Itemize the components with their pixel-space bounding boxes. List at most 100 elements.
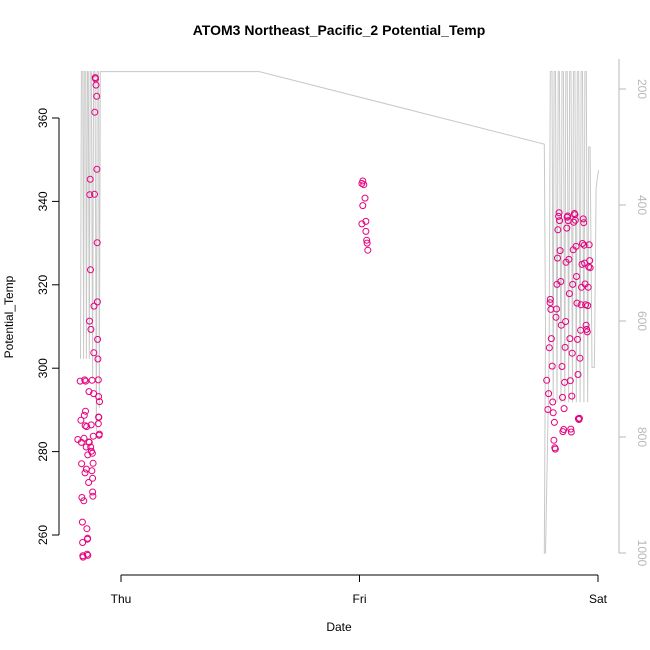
data-point (90, 349, 98, 357)
data-point (579, 240, 586, 247)
data-point (562, 318, 570, 325)
data-point (586, 257, 594, 265)
right-tick-label: 1000 (635, 540, 649, 567)
data-point (556, 217, 564, 225)
pressure-line (80, 71, 599, 554)
plot-area: 260 280 300 320 340 360 Thu Fri Sat 200 400 600 800 1… (36, 59, 649, 606)
data-point (87, 325, 95, 333)
data-point (93, 92, 101, 100)
data-point (566, 377, 574, 385)
data-point (580, 241, 588, 249)
data-point (361, 194, 369, 202)
data-point (81, 422, 89, 430)
data-point (93, 239, 101, 247)
data-point (567, 425, 575, 433)
right-tick-label: 600 (635, 311, 649, 331)
data-point (585, 241, 593, 249)
data-point (550, 436, 558, 444)
data-point (81, 469, 89, 477)
data-point (559, 393, 566, 401)
data-point (548, 362, 556, 370)
data-point (565, 255, 573, 263)
data-point (543, 376, 551, 384)
data-point (78, 518, 86, 526)
data-point (79, 539, 87, 546)
data-point (80, 497, 88, 505)
data-point (546, 299, 554, 307)
data-point (584, 302, 592, 310)
data-point (552, 313, 560, 321)
data-point (96, 398, 103, 406)
x-tick-label: Thu (111, 592, 132, 606)
data-point (571, 216, 579, 224)
data-point (558, 363, 566, 370)
data-point (85, 388, 93, 396)
data-point (565, 290, 573, 298)
data-point (89, 488, 97, 496)
data-point (584, 283, 592, 291)
data-point (78, 460, 86, 468)
data-point (586, 264, 594, 272)
data-point (576, 354, 584, 362)
data-point (582, 321, 590, 329)
data-point (89, 432, 97, 440)
data-point (362, 227, 370, 235)
data-point (85, 438, 93, 446)
data-point (77, 416, 85, 424)
data-point (87, 443, 95, 451)
data-point (94, 376, 102, 384)
data-point (364, 246, 372, 254)
data-point (572, 242, 580, 250)
data-point (363, 236, 371, 244)
data-point (85, 479, 93, 486)
data-point (87, 266, 94, 274)
data-point (554, 254, 561, 262)
data-point (94, 355, 102, 363)
data-point (89, 459, 97, 467)
data-point (580, 219, 588, 227)
data-point (546, 295, 554, 303)
data-point (91, 190, 98, 198)
chart-title: ATOM3 Northeast_Pacific_2 Potential_Temp (193, 22, 486, 38)
data-point (90, 390, 98, 398)
data-point (570, 218, 578, 226)
right-tick-label: 400 (635, 195, 649, 215)
data-point (95, 430, 103, 438)
y-axis-label: Potential_Temp (2, 275, 16, 358)
data-point (84, 451, 92, 459)
data-point (568, 349, 576, 357)
data-point (362, 217, 370, 225)
data-point (83, 550, 91, 558)
data-point (549, 398, 557, 406)
data-point (74, 436, 82, 443)
data-point (560, 426, 568, 433)
data-point (81, 376, 89, 384)
data-point (575, 414, 583, 422)
data-point (89, 474, 97, 482)
data-point (563, 224, 571, 232)
data-point (579, 215, 587, 223)
data-point (363, 239, 371, 247)
x-tick-label: Sat (589, 592, 608, 606)
data-point (93, 298, 101, 306)
data-point (560, 405, 568, 413)
data-point (545, 344, 553, 352)
x-tick-label: Fri (353, 592, 367, 606)
data-point (555, 209, 563, 217)
data-point (555, 212, 563, 220)
y-tick-label: 280 (36, 441, 50, 461)
data-point (557, 321, 565, 329)
data-point (583, 328, 591, 336)
data-point (554, 226, 562, 234)
data-point (574, 371, 582, 378)
data-point (83, 423, 91, 431)
data-point (93, 165, 101, 173)
data-point (577, 301, 585, 309)
data-point (86, 175, 94, 183)
data-point (569, 280, 577, 288)
data-point (573, 273, 580, 280)
y-tick-label: 320 (36, 274, 50, 294)
data-point (89, 492, 97, 500)
data-point (95, 413, 103, 421)
data-point (94, 335, 102, 343)
